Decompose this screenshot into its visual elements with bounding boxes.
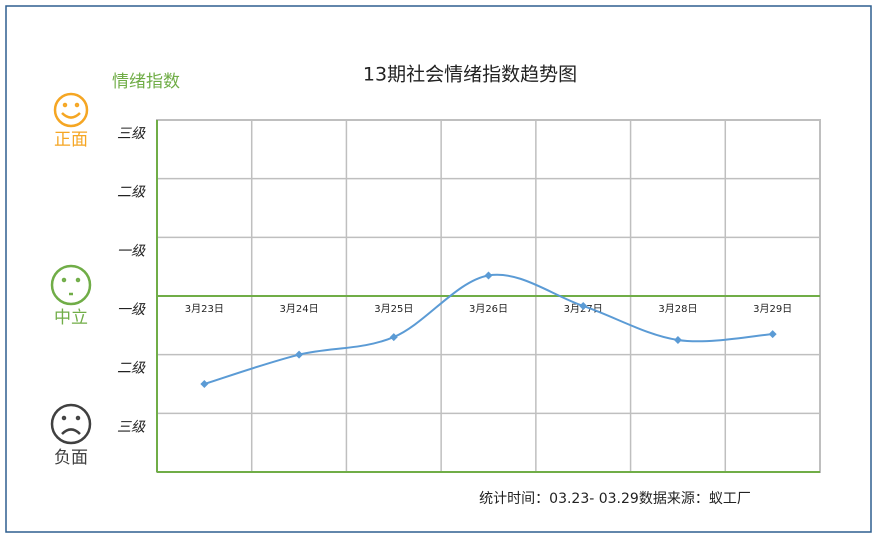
faces <box>50 92 92 445</box>
data-point <box>484 271 493 280</box>
data-point <box>389 333 398 342</box>
x-tick-label: 3月29日 <box>753 303 792 315</box>
sentiment-label: 中立 <box>54 308 88 328</box>
data-point <box>673 336 682 344</box>
y-tick-label: 二级 <box>117 361 146 377</box>
happy-face <box>53 92 89 128</box>
data-point <box>768 330 777 339</box>
frame <box>5 5 872 533</box>
y-tick-label: 一级 <box>117 243 146 259</box>
x-tick-label: 3月28日 <box>658 303 697 315</box>
data-point <box>200 380 209 388</box>
footnote: 统计时间：03.23- 03.29数据来源：蚁工厂 <box>479 491 751 507</box>
y-tick-label: 三级 <box>117 419 146 435</box>
y-tick-label: 三级 <box>117 126 146 142</box>
sentiment-label: 正面 <box>54 130 88 150</box>
x-tick-label: 3月23日 <box>185 303 224 315</box>
data-point <box>579 301 588 310</box>
data-point <box>295 350 304 359</box>
y-axis-label: 情绪指数 <box>112 72 180 92</box>
chart-title: 13期社会情绪指数趋势图 <box>363 64 577 86</box>
y-tick-label: 二级 <box>117 185 146 201</box>
sentiment-label: 负面 <box>54 448 88 468</box>
neutral-face <box>50 264 92 306</box>
x-tick-label: 3月25日 <box>374 303 413 315</box>
x-tick-label: 3月24日 <box>280 303 319 315</box>
x-tick-label: 3月26日 <box>469 303 508 315</box>
sad-face <box>50 403 92 445</box>
y-tick-label: 一级 <box>117 302 146 318</box>
